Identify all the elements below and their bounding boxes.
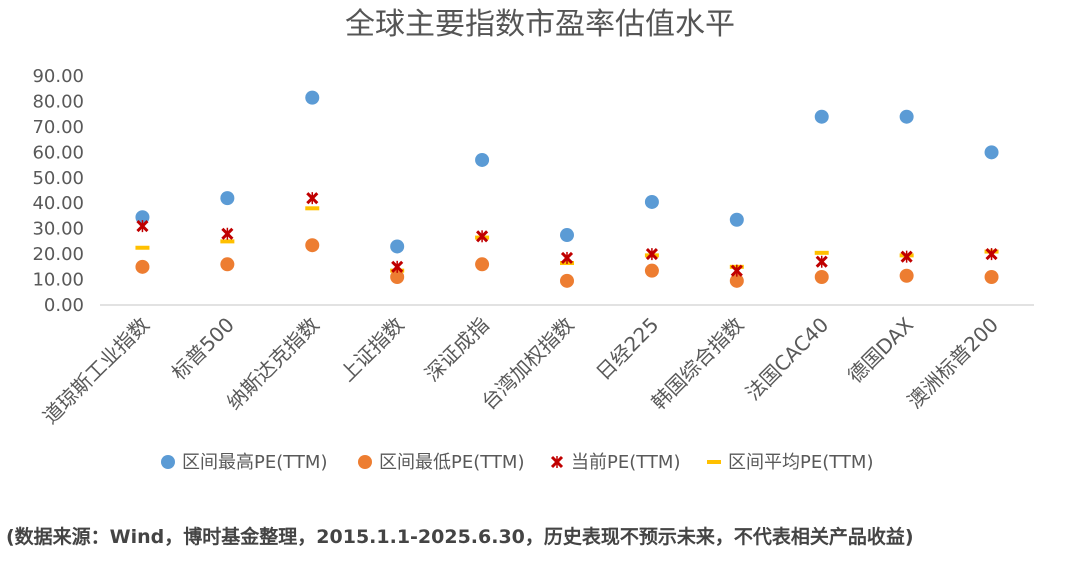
min-pe-point [135,259,150,274]
min-pe-point [899,268,914,283]
source-note: (数据来源：Wind，博时基金整理，2015.1.1-2025.6.30，历史表… [6,526,914,548]
y-tick-label: 10.00 [32,270,84,291]
current-pe-point [900,250,913,263]
category-label: 韩国综合指数 [647,313,749,415]
current-pe-point [815,255,828,268]
current-pe-point [221,227,234,240]
legend-label: 区间最高PE(TTM) [182,452,327,473]
current-pe-point [560,251,574,264]
current-pe-point [985,248,998,261]
min-pe-point [390,270,405,285]
category-label: 日经225 [591,313,663,385]
y-tick-label: 90.00 [32,66,84,87]
y-tick-label: 70.00 [32,117,84,138]
category-label: 上证指数 [335,313,409,387]
average-pe-point [814,250,829,255]
max-pe-point [984,145,999,160]
current-pe-point [645,248,658,261]
y-tick-label: 20.00 [32,244,84,265]
legend-label: 区间最低PE(TTM) [379,452,524,473]
y-tick-label: 50.00 [32,168,84,189]
legend-min-marker [358,455,372,469]
max-pe-point [305,90,320,105]
current-pe-point [476,230,489,243]
y-tick-label: 80.00 [32,91,84,112]
min-pe-point [305,238,320,253]
min-pe-point [644,263,659,278]
max-pe-point [729,212,744,227]
category-label: 法国CAC40 [741,313,833,405]
average-pe-point [220,239,235,244]
legend-label: 区间平均PE(TTM) [728,452,873,473]
current-pe-point [306,192,319,205]
category-label: 道琼斯工业指数 [38,313,154,429]
current-pe-point [391,260,404,273]
pe-scatter-chart: 全球主要指数市盈率估值水平 0.00 10.00 20.00 30.00 40.00 50… [32,7,1034,473]
max-pe-point [560,228,574,243]
legend-current-marker [550,455,564,469]
legend-label: 当前PE(TTM) [571,452,680,473]
max-pe-point [644,194,659,209]
max-pe-point [390,239,405,254]
max-pe-point [814,109,829,124]
data-marks [135,90,999,288]
y-axis-ticks: 0.00 10.00 20.00 30.00 40.00 50.00 60.00 70.00 8… [32,66,84,316]
y-tick-label: 0.00 [44,295,84,316]
max-pe-point [475,152,490,167]
legend-average-marker [707,460,721,464]
category-label: 德国DAX [843,312,918,387]
max-pe-point [220,191,235,206]
current-pe-point [730,264,743,277]
current-pe-point [136,220,149,233]
average-pe-point [305,206,320,211]
y-tick-label: 60.00 [32,142,84,163]
min-pe-point [814,270,829,285]
min-pe-point [729,273,744,288]
y-tick-label: 30.00 [32,219,84,240]
legend: 区间最高PE(TTM) 区间最低PE(TTM) 当前PE(TTM) 区间平均PE(TT… [161,452,873,473]
max-pe-point [899,109,914,124]
y-tick-label: 40.00 [32,193,84,214]
min-pe-point [475,257,490,272]
category-label: 澳洲标普200 [903,313,1004,414]
min-pe-point [560,273,574,288]
average-pe-point [135,245,150,250]
min-pe-point [220,257,235,272]
min-pe-point [984,270,999,285]
chart-title: 全球主要指数市盈率估值水平 [345,7,735,42]
category-label: 深证成指 [420,313,494,387]
category-label: 标普500 [167,313,239,385]
category-label: 纳斯达克指数 [222,313,324,415]
legend-max-marker [161,455,175,469]
category-label: 台湾加权指数 [477,313,579,415]
